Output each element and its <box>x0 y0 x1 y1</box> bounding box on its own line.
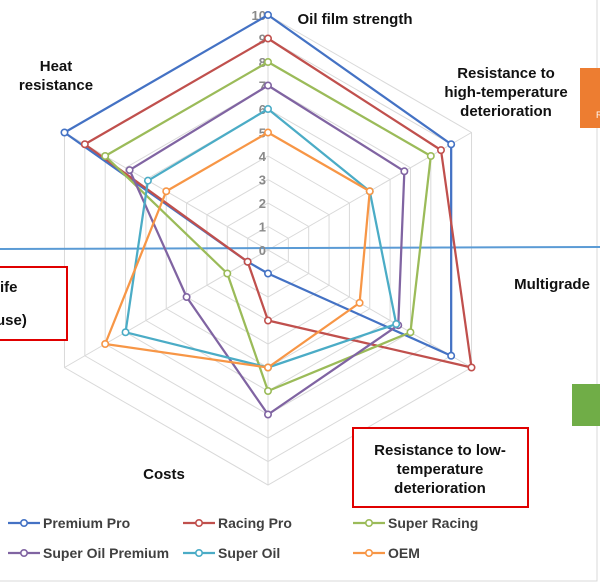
data-point <box>263 316 272 325</box>
series-racing-pro <box>80 34 476 372</box>
tick-label-9: 9 <box>259 32 266 47</box>
tick-label-1: 1 <box>259 220 266 235</box>
axis-label-4: Costs <box>143 466 185 483</box>
data-point <box>263 269 272 278</box>
data-point <box>263 410 272 419</box>
legend-item-4: Super Oil <box>183 545 280 561</box>
data-point <box>263 34 272 43</box>
data-point <box>467 363 476 372</box>
axis-label-line: Multigrade <box>514 276 590 293</box>
legend-label: Racing Pro <box>218 515 292 531</box>
data-point <box>263 363 272 372</box>
tick-label-3: 3 <box>259 173 266 188</box>
data-point <box>355 298 364 307</box>
axis-label-line: deterioration <box>394 480 486 497</box>
data-point <box>182 292 191 301</box>
series-layer <box>60 11 476 419</box>
axis-label-line: Oil film strength <box>297 11 412 28</box>
data-point <box>263 386 272 395</box>
tick-label-6: 6 <box>259 102 266 117</box>
axis-label-line: deterioration <box>460 103 552 120</box>
axis-label-line: Costs <box>143 466 185 483</box>
data-point <box>143 176 152 185</box>
tick-label-0: 0 <box>259 243 266 258</box>
legend: Premium Pro Racing Pro Super Racing Super O… <box>8 515 478 561</box>
left-note-line2: use) <box>0 312 27 329</box>
legend-label: Super Oil Premium <box>43 545 169 561</box>
data-point <box>101 152 110 161</box>
axis-label-line: resistance <box>19 77 93 94</box>
legend-item-5: OEM <box>353 545 420 561</box>
axis-label-5: Heat resistance <box>19 58 93 94</box>
grid-spoke <box>267 249 472 368</box>
data-point <box>243 257 252 266</box>
legend-swatch-marker <box>19 548 28 557</box>
axis-labels: Oil film strength Resistance to high-tempe… <box>19 11 590 497</box>
grid-spoke <box>64 249 269 368</box>
data-point <box>101 339 110 348</box>
data-point <box>121 328 130 337</box>
axis-label-line: Resistance to <box>457 65 555 82</box>
data-point <box>447 351 456 360</box>
left-note-box <box>0 266 68 341</box>
data-point <box>263 11 272 20</box>
low-temp-note-box <box>352 427 529 508</box>
series-line <box>104 131 371 369</box>
legend-item-2: Super Racing <box>353 515 478 531</box>
data-point <box>263 105 272 114</box>
data-point <box>263 57 272 66</box>
axis-label-line: temperature <box>397 461 484 478</box>
legend-swatch-marker <box>195 548 204 557</box>
series-super-racing <box>101 57 435 395</box>
data-point <box>447 140 456 149</box>
data-point <box>426 152 435 161</box>
tick-label-8: 8 <box>259 55 266 70</box>
horizontal-marker-line <box>0 246 600 250</box>
legend-item-3: Super Oil Premium <box>8 545 169 561</box>
tick-label-5: 5 <box>259 126 266 141</box>
data-point <box>263 81 272 90</box>
data-point <box>60 128 69 137</box>
data-point <box>400 167 409 176</box>
legend-item-0: Premium Pro <box>8 515 130 531</box>
left-note-line1: ife <box>0 279 18 296</box>
tick-label-4: 4 <box>259 149 267 164</box>
legend-label: Premium Pro <box>43 515 130 531</box>
legend-swatch-marker <box>19 518 28 527</box>
data-point <box>80 140 89 149</box>
overlay-decorations: ife use) R <box>0 68 600 508</box>
orange-side-box <box>580 68 600 128</box>
data-point <box>436 146 445 155</box>
legend-swatch-marker <box>195 518 204 527</box>
data-point <box>365 187 374 196</box>
data-point <box>223 269 232 278</box>
axis-label-1: Resistance to high-temperature deteriorati… <box>444 65 567 120</box>
orange-side-box-text: R <box>596 110 600 120</box>
legend-swatch-marker <box>364 518 373 527</box>
tick-label-2: 2 <box>259 196 266 211</box>
data-point <box>406 328 415 337</box>
legend-label: OEM <box>388 545 420 561</box>
legend-swatch-marker <box>364 548 373 557</box>
series-oem <box>101 128 374 372</box>
legend-label: Super Racing <box>388 515 478 531</box>
data-point <box>125 166 134 175</box>
series-premium-pro <box>60 11 456 360</box>
axis-label-3: Resistance to low-temperature deteriorati… <box>374 442 506 497</box>
data-point <box>263 128 272 137</box>
axis-label-line: high-temperature <box>444 84 567 101</box>
tick-label-7: 7 <box>259 79 266 94</box>
data-point <box>162 187 171 196</box>
legend-label: Super Oil <box>218 545 280 561</box>
axis-label-0: Oil film strength <box>297 11 412 28</box>
data-point <box>392 320 401 329</box>
axis-label-line: Resistance to low- <box>374 442 506 459</box>
axis-label-2: Multigrade <box>514 276 590 293</box>
legend-item-1: Racing Pro <box>183 515 292 531</box>
axis-label-line: Heat <box>40 58 73 75</box>
green-side-box <box>572 384 600 426</box>
